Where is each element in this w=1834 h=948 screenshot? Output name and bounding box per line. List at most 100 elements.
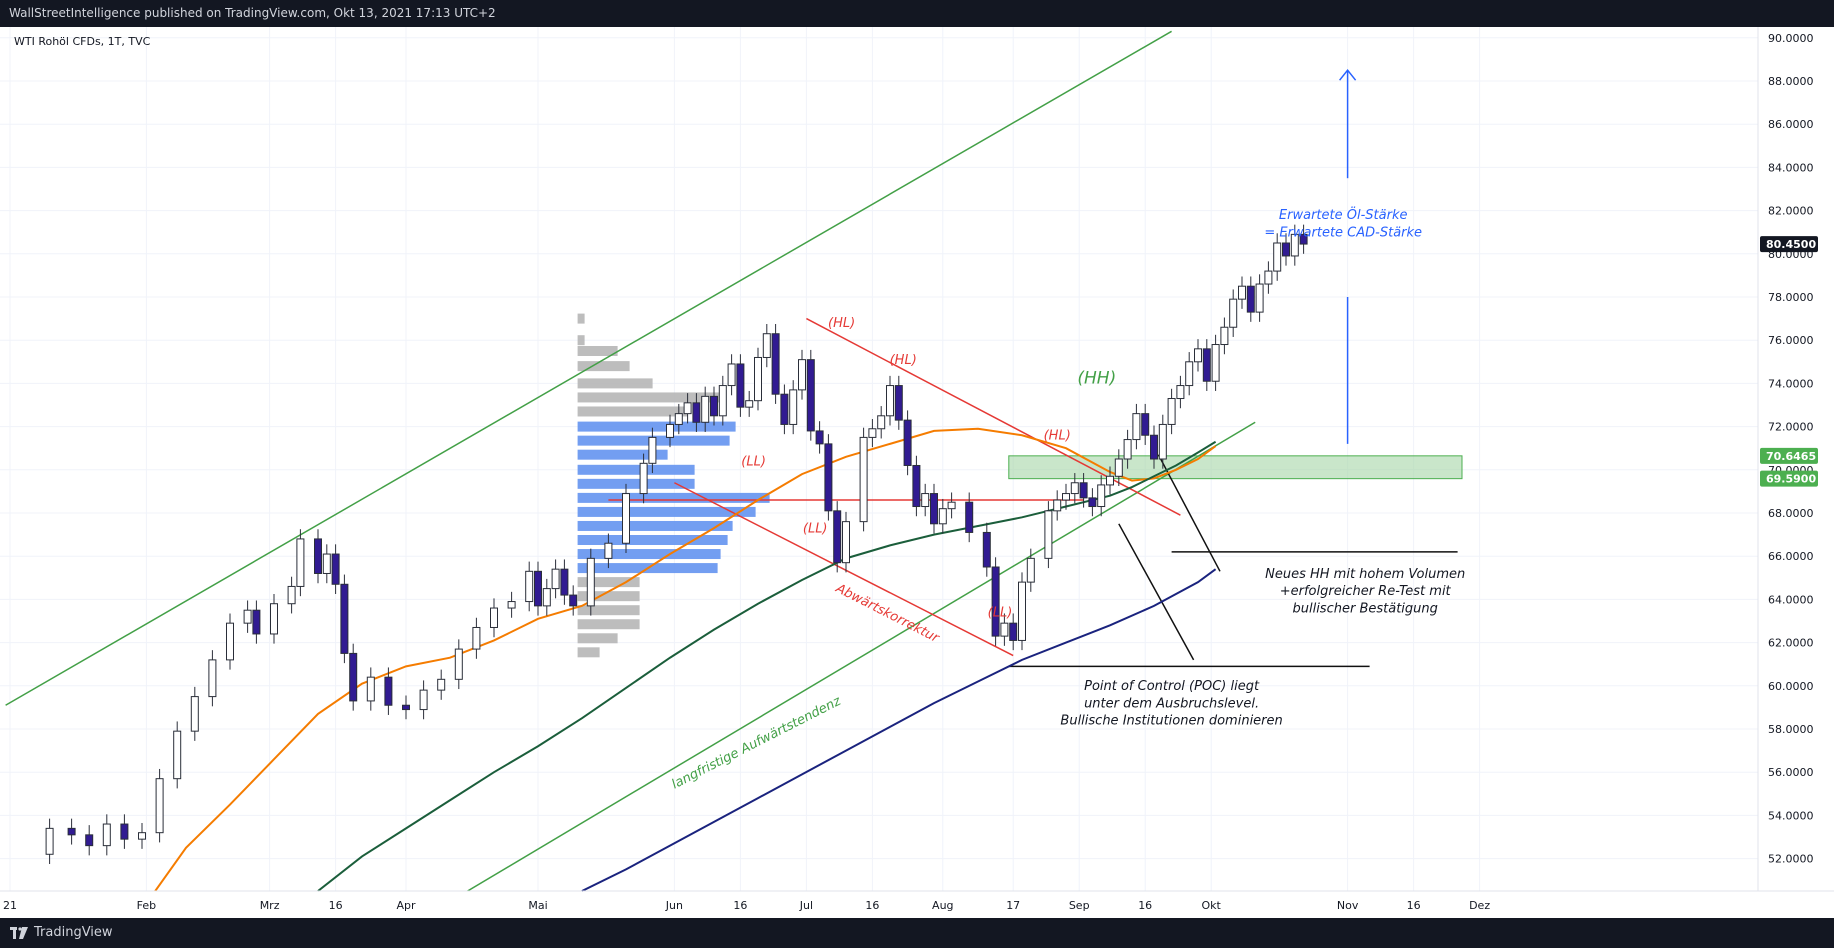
volume-profile-bar [577,313,585,324]
x-tick-label: Jul [799,899,813,912]
candle-down [806,359,815,432]
candle-up [1158,423,1167,460]
candle-down [120,823,129,840]
candle-up [718,385,727,417]
trend-lines [5,30,1458,892]
annotation-text: (LL) [741,454,766,469]
candle-up [366,676,375,702]
volume-profile-bar [577,605,640,616]
volume-profile-bar [577,647,600,658]
price-label-box [1760,447,1818,464]
volume-profile-bar [577,591,640,602]
x-tick-label: Apr [396,899,416,912]
candle-down [833,510,842,564]
candle-up [243,609,252,624]
candle-up [1062,493,1070,501]
candle-up [45,827,54,855]
candle-up [666,423,674,438]
candle-up [190,696,199,732]
time-axis[interactable]: 21 Feb Mrz 16 Apr Mai Jun 16 Jul 16 Aug 17 Sep 16 Okt N… [3,899,1490,912]
candle-up [1114,458,1123,477]
price-label-box [1760,470,1818,487]
footer-brand: TradingView [34,925,113,940]
y-tick-label: 54.0000 [1768,809,1814,822]
y-tick-label: 66.0000 [1768,550,1814,563]
candle-up [1211,344,1220,382]
price-axis[interactable]: 52.0000 54.0000 56.0000 58.0000 60.0000 62.00… [1760,32,1818,866]
candle-down [402,704,410,711]
candle-up [1290,233,1299,257]
candle-down [912,464,921,508]
y-tick-label: 68.0000 [1768,507,1814,520]
x-tick-label: Dez [1469,899,1490,912]
y-tick-label: 86.0000 [1768,118,1814,131]
candle-up [648,436,657,464]
annotation-line [467,421,1256,892]
symbol-label: WTI Rohöl CFDs, 1T, TVC [14,35,151,48]
candle-up [1167,398,1176,425]
annotation-text: unter dem Ausbruchslevel. [1084,696,1259,711]
candle-up [683,402,692,415]
candle-down [780,393,789,425]
candle-up [886,385,894,417]
candle-down [314,538,322,574]
candle-up [947,501,956,510]
price-label: 80.4500 [1766,238,1816,251]
arrow-head [1339,68,1357,81]
y-tick-label: 62.0000 [1768,637,1814,650]
candle-down [1202,348,1211,382]
candle-up [437,678,446,691]
candle-down [85,834,94,847]
candle-up [1132,413,1141,441]
candle-up [1238,285,1246,300]
candle-up [921,493,930,508]
candle-up [754,356,762,402]
volume-profile-bar [577,619,640,630]
candle-down [815,430,824,445]
candle-up [525,570,534,603]
candle-down [710,395,718,417]
volume-profile-bar [577,520,733,531]
candle-down [903,419,912,466]
annotation-text: bullischer Bestätigung [1292,601,1437,616]
price-label-box [1760,236,1818,253]
candle-up [1106,475,1114,486]
annotation-line [1118,523,1195,661]
candle-up [586,557,595,607]
y-tick-label: 82.0000 [1768,205,1814,218]
candle-down [331,553,340,585]
candle-down [569,594,578,607]
candle-up [1044,510,1053,559]
y-tick-label: 88.0000 [1768,75,1814,88]
candle-up [155,778,164,834]
y-tick-label: 52.0000 [1768,853,1814,866]
candle-up [173,730,182,780]
candle-up [877,415,886,430]
candle-down [991,566,1000,637]
x-tick-label: Jun [665,899,683,912]
y-tick-label: 74.0000 [1768,377,1814,390]
candle-up [859,436,868,523]
candle-up [1097,484,1106,508]
candle-up [798,359,806,391]
candle-up [490,607,498,628]
annotation-line [1157,454,1221,572]
volume-profile-bar [577,449,668,460]
annotation-text: (HL) [890,353,917,368]
candle-down [384,676,393,706]
candle-down [824,443,833,512]
annotation-text: +erfolgreicher Re-Test mit [1280,584,1452,599]
candle-up [1264,270,1273,285]
annotation-text: Neues HH mit hohem Volumen [1265,567,1465,582]
tradingview-logo-icon [10,927,28,939]
support-zone [1008,455,1463,480]
price-chart[interactable]: (HL)(HL)(HL)(LL)(LL)(LL)(HH)Abwärtskorre… [0,27,1834,918]
candle-down [692,402,701,423]
candle-down [771,333,780,395]
candle-up [639,462,648,495]
candle-down [1150,434,1158,460]
annotation-text: (HH) [1077,368,1116,388]
annotation-text: Bullische Institutionen dominieren [1060,714,1282,729]
x-tick-label: 16 [733,899,747,912]
candle-up [1194,348,1202,363]
